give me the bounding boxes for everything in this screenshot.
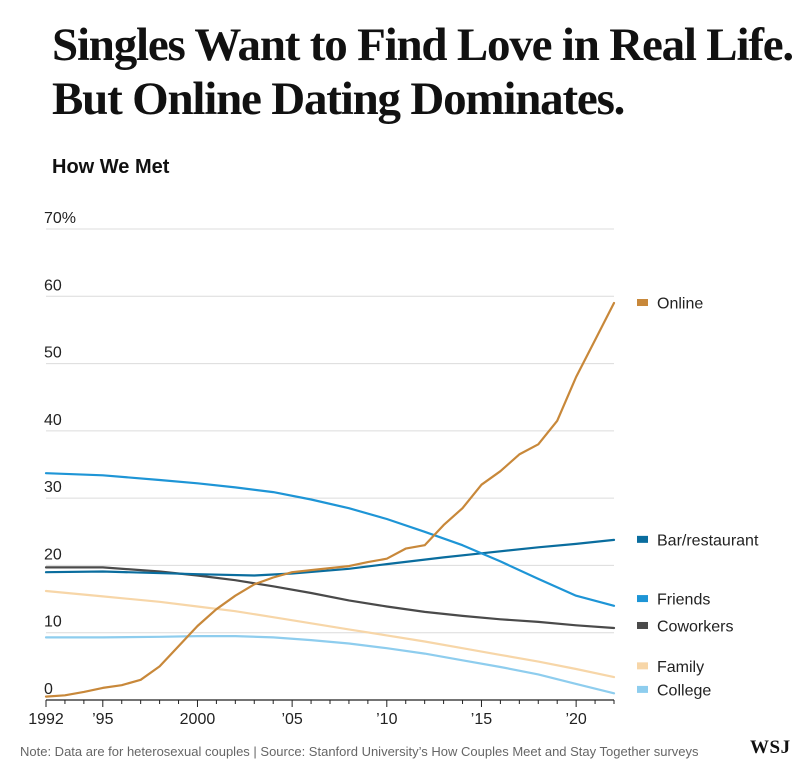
chart-title-line-1: Singles Want to Find Love in Real Life. [52, 19, 794, 71]
legend-label: Family [657, 659, 704, 676]
x-tick-label: 2000 [180, 711, 216, 728]
legend-item-bar-restaurant: Bar/restaurant [637, 532, 759, 549]
y-tick-label: 0 [44, 681, 53, 698]
chart-title-line-2: But Online Dating Dominates. [52, 73, 625, 125]
legend-label: Coworkers [657, 618, 733, 635]
legend-label: Bar/restaurant [657, 532, 759, 549]
y-tick-label: 10 [44, 614, 62, 631]
legend-label: Online [657, 296, 703, 313]
y-axis-tick-labels: 0 10 20 30 40 50 60 70% [44, 210, 76, 698]
x-tick-label: ’15 [471, 711, 492, 728]
legend-item-family: Family [637, 659, 704, 676]
legend-swatch [637, 535, 648, 543]
source-note: Note: Data are for heterosexual couples … [20, 744, 699, 759]
legend-swatch [637, 299, 648, 307]
legend-item-online: Online [637, 296, 703, 313]
legend-item-friends: Friends [637, 592, 710, 609]
x-tick-label: ’10 [376, 711, 397, 728]
x-tick-label: 1992 [28, 711, 64, 728]
legend-item-coworkers: Coworkers [637, 618, 733, 635]
x-axis: 1992 ’95 2000 ’05 ’10 ’15 ’20 [28, 699, 615, 728]
legend-label: College [657, 682, 711, 699]
y-tick-label: 40 [44, 412, 62, 429]
legend-swatch [637, 685, 648, 693]
wsj-logo: WSJ [750, 737, 791, 758]
legend-swatch [637, 662, 648, 670]
x-tick-label: ’95 [92, 711, 113, 728]
y-tick-label: 70% [44, 210, 76, 227]
x-tick-label: ’05 [281, 711, 302, 728]
x-tick-label: ’20 [565, 711, 586, 728]
legend-swatch [637, 621, 648, 629]
legend: Online Bar/restaurant Friends Coworkers Fami… [637, 296, 759, 699]
series-lines [44, 301, 616, 698]
series-line-friends [44, 472, 616, 607]
gridlines [46, 228, 614, 634]
chart-title: Singles Want to Find Love in Real Life. … [52, 18, 794, 126]
y-tick-label: 20 [44, 546, 62, 563]
legend-swatch [637, 595, 648, 603]
y-tick-label: 50 [44, 345, 62, 362]
chart-subtitle: How We Met [52, 156, 170, 178]
y-tick-label: 60 [44, 277, 62, 294]
series-line-online [44, 301, 616, 698]
series-line-coworkers [44, 566, 616, 630]
legend-label: Friends [657, 592, 710, 609]
series-line-family [44, 589, 616, 679]
series-line-bar-restaurant [44, 538, 616, 577]
series-line-college [44, 634, 616, 695]
legend-item-college: College [637, 682, 711, 699]
y-tick-label: 30 [44, 479, 62, 496]
